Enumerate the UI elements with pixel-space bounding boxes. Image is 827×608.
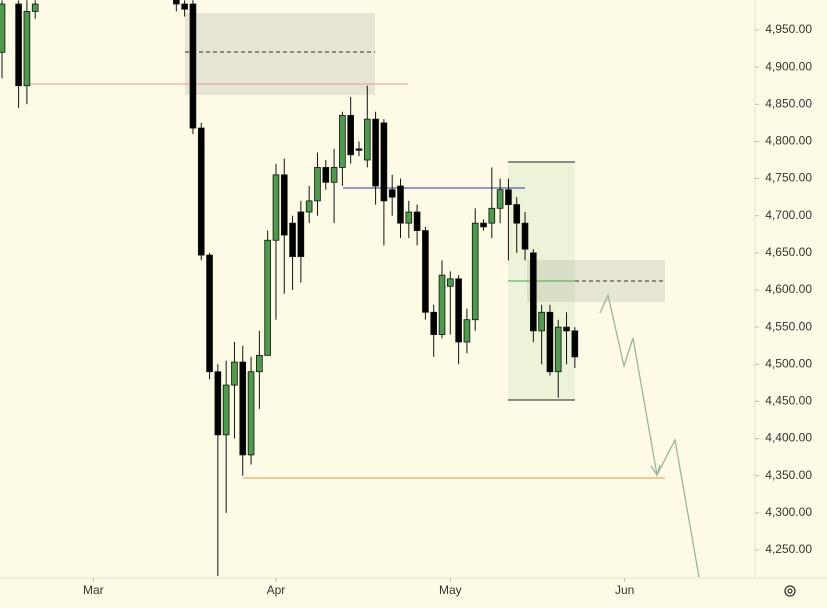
projection-path bbox=[599, 292, 700, 578]
x-tick-label: Jun bbox=[615, 583, 634, 597]
candle-body bbox=[405, 211, 413, 224]
y-tick-label: 4,850.00 bbox=[765, 96, 812, 110]
candle-body bbox=[471, 222, 479, 321]
candle-body bbox=[239, 361, 247, 456]
candle-body bbox=[463, 319, 471, 343]
x-tick-label: Apr bbox=[267, 583, 286, 597]
candle-body bbox=[513, 204, 521, 224]
candle-body bbox=[546, 311, 554, 373]
candle-body bbox=[438, 274, 446, 335]
candle-body bbox=[397, 185, 404, 224]
candle-body bbox=[430, 311, 438, 335]
candle-body bbox=[388, 189, 396, 198]
candle-body bbox=[256, 354, 263, 373]
candle-body bbox=[363, 118, 371, 161]
y-tick-label: 4,600.00 bbox=[765, 282, 812, 296]
y-tick-label: 4,650.00 bbox=[765, 245, 812, 259]
candle-body bbox=[31, 3, 39, 12]
candle-body bbox=[0, 3, 6, 53]
candle-body bbox=[571, 330, 579, 358]
x-tick-label: Mar bbox=[83, 583, 104, 597]
candle-body bbox=[314, 167, 321, 202]
candle-body bbox=[496, 189, 504, 209]
candle-body bbox=[530, 252, 537, 332]
candles bbox=[0, 0, 579, 576]
candle-body bbox=[222, 384, 230, 436]
candle-body bbox=[280, 174, 288, 236]
candle-body bbox=[355, 148, 363, 151]
y-tick-label: 4,500.00 bbox=[765, 356, 812, 370]
candle-body bbox=[455, 278, 462, 343]
candle-body bbox=[554, 326, 562, 373]
candle-body bbox=[330, 167, 338, 183]
candle-body bbox=[264, 239, 271, 356]
candle-body bbox=[189, 3, 197, 129]
candle-body bbox=[380, 122, 388, 202]
candle-body bbox=[197, 127, 205, 256]
y-tick-label: 4,900.00 bbox=[765, 59, 812, 73]
candle-body bbox=[422, 230, 429, 313]
y-tick-label: 4,350.00 bbox=[765, 468, 812, 482]
candle-body bbox=[173, 0, 180, 5]
y-tick-label: 4,250.00 bbox=[765, 542, 812, 556]
candle-body bbox=[206, 254, 213, 373]
y-tick-label: 4,800.00 bbox=[765, 134, 812, 148]
zone bbox=[185, 13, 375, 95]
candle-body bbox=[305, 200, 313, 213]
candle-body bbox=[563, 326, 570, 332]
candle-body bbox=[372, 118, 379, 187]
candle-body bbox=[521, 222, 529, 250]
candle-body bbox=[272, 174, 280, 241]
candle-body bbox=[289, 222, 296, 257]
candle-body bbox=[297, 211, 305, 257]
y-tick-label: 4,700.00 bbox=[765, 208, 812, 222]
candle-body bbox=[488, 207, 496, 224]
y-tick-label: 4,450.00 bbox=[765, 394, 812, 408]
candle-body bbox=[23, 11, 31, 87]
candle-body bbox=[480, 222, 487, 228]
candle-body bbox=[347, 115, 354, 156]
candle-body bbox=[214, 371, 222, 436]
arrow-head bbox=[650, 464, 661, 477]
candle-body bbox=[447, 278, 454, 287]
x-tick-label: May bbox=[439, 583, 462, 597]
candle-body bbox=[322, 167, 330, 183]
candle-body bbox=[339, 115, 346, 168]
candle-body bbox=[538, 311, 545, 332]
candle-body bbox=[413, 211, 421, 231]
candle-body bbox=[181, 3, 188, 10]
candle-body bbox=[231, 361, 238, 386]
candle-body bbox=[505, 189, 512, 205]
settings-icon[interactable] bbox=[784, 585, 796, 597]
y-tick-label: 4,300.00 bbox=[765, 505, 812, 519]
y-tick-label: 4,950.00 bbox=[765, 22, 812, 36]
candle-body bbox=[247, 371, 255, 456]
y-tick-label: 4,750.00 bbox=[765, 171, 812, 185]
y-tick-label: 4,400.00 bbox=[765, 431, 812, 445]
y-tick-label: 4,550.00 bbox=[765, 319, 812, 333]
candle-body bbox=[15, 3, 22, 87]
